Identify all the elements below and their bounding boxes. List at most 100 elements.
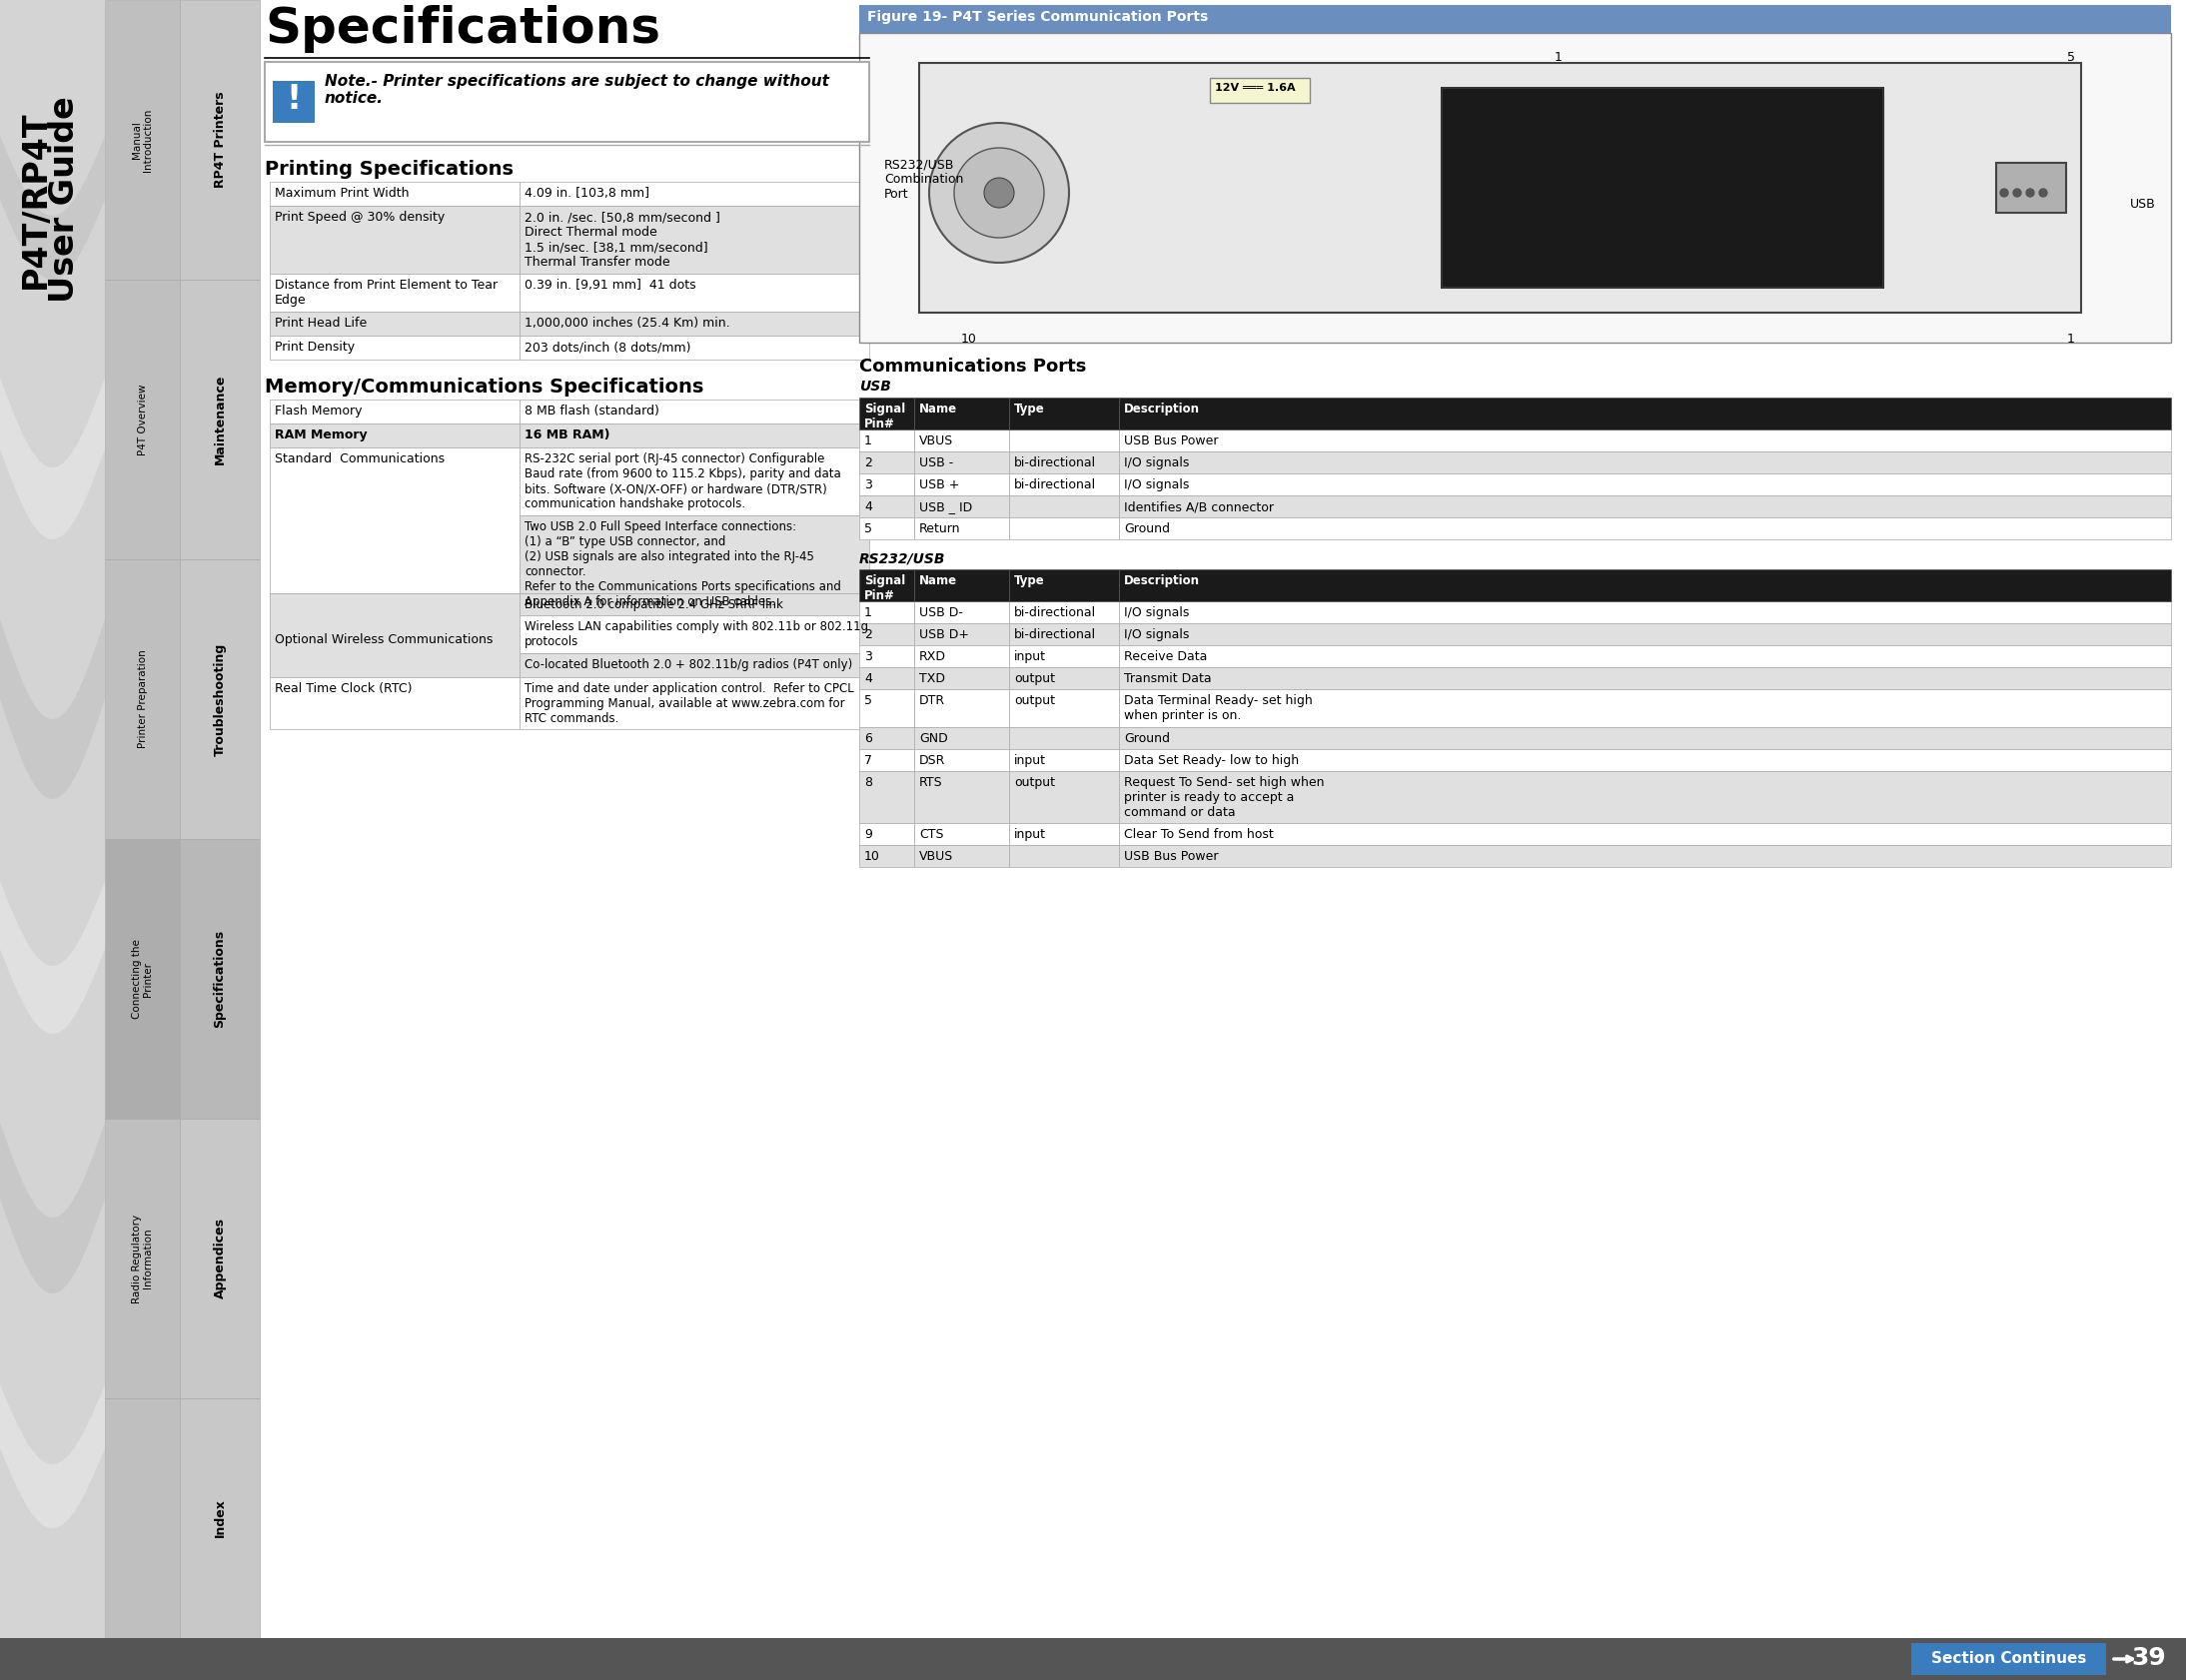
Bar bbox=[914, 601, 1010, 623]
Text: 16 MB RAM): 16 MB RAM) bbox=[525, 428, 610, 442]
Bar bbox=[1119, 496, 2171, 517]
Text: USB _ ID: USB _ ID bbox=[918, 501, 973, 514]
Text: User Guide: User Guide bbox=[48, 96, 81, 302]
Bar bbox=[859, 645, 914, 667]
Text: Communications Ports: Communications Ports bbox=[859, 358, 1086, 376]
Text: RTS: RTS bbox=[918, 776, 942, 790]
Text: Print Speed @ 30% density: Print Speed @ 30% density bbox=[275, 210, 444, 223]
Text: Specifications: Specifications bbox=[265, 5, 660, 54]
Bar bbox=[914, 496, 1010, 517]
Bar bbox=[914, 845, 1010, 867]
Bar bbox=[914, 667, 1010, 689]
Text: USB Bus Power: USB Bus Power bbox=[1124, 435, 1218, 447]
Text: RS-232C serial port (RJ-45 connector) Configurable
Baud rate (from 9600 to 115.2: RS-232C serial port (RJ-45 connector) Co… bbox=[525, 452, 842, 511]
Bar bbox=[1119, 623, 2171, 645]
Bar bbox=[1119, 727, 2171, 749]
Bar bbox=[859, 398, 914, 430]
Bar bbox=[918, 62, 2081, 312]
Text: input: input bbox=[1014, 650, 1047, 664]
Bar bbox=[1010, 601, 1119, 623]
Bar bbox=[859, 667, 914, 689]
Text: 10: 10 bbox=[962, 333, 977, 346]
Text: output: output bbox=[1014, 776, 1056, 790]
Text: Maintenance: Maintenance bbox=[214, 375, 227, 465]
Bar bbox=[1443, 87, 1884, 287]
Bar bbox=[859, 727, 914, 749]
Bar bbox=[520, 677, 870, 729]
Text: Print Head Life: Print Head Life bbox=[275, 316, 367, 329]
Text: Real Time Clock (RTC): Real Time Clock (RTC) bbox=[275, 682, 413, 696]
Bar bbox=[269, 311, 520, 336]
Text: 8 MB flash (standard): 8 MB flash (standard) bbox=[525, 405, 660, 418]
Bar bbox=[520, 274, 870, 311]
Text: RAM Memory: RAM Memory bbox=[275, 428, 367, 442]
Text: USB Bus Power: USB Bus Power bbox=[1124, 850, 1218, 864]
Circle shape bbox=[2000, 188, 2009, 197]
Text: I/O signals: I/O signals bbox=[1124, 457, 1189, 469]
Bar bbox=[859, 496, 914, 517]
PathPatch shape bbox=[0, 1384, 105, 1529]
Text: 5: 5 bbox=[2068, 50, 2075, 64]
Text: Clear To Send from host: Clear To Send from host bbox=[1124, 828, 1274, 842]
Bar bbox=[1010, 749, 1119, 771]
Bar bbox=[520, 181, 870, 205]
PathPatch shape bbox=[0, 620, 105, 800]
Text: 3: 3 bbox=[863, 479, 872, 492]
Text: Connecting the
Printer: Connecting the Printer bbox=[131, 939, 153, 1018]
Bar bbox=[914, 474, 1010, 496]
Bar bbox=[269, 423, 520, 447]
Bar bbox=[859, 845, 914, 867]
Bar bbox=[520, 447, 870, 516]
Text: Identifies A/B connector: Identifies A/B connector bbox=[1124, 501, 1274, 514]
Bar bbox=[269, 274, 520, 311]
Bar bbox=[859, 5, 2171, 34]
Text: 3: 3 bbox=[863, 650, 872, 664]
Bar bbox=[1010, 496, 1119, 517]
Bar bbox=[914, 398, 1010, 430]
Text: Transmit Data: Transmit Data bbox=[1124, 672, 1211, 685]
Bar bbox=[859, 430, 914, 452]
Bar bbox=[1119, 689, 2171, 727]
Text: bi-directional: bi-directional bbox=[1014, 457, 1095, 469]
Bar bbox=[520, 205, 870, 274]
Bar bbox=[1010, 823, 1119, 845]
Bar bbox=[179, 1398, 260, 1638]
Text: 1,000,000 inches (25.4 Km) min.: 1,000,000 inches (25.4 Km) min. bbox=[525, 316, 730, 329]
Bar bbox=[859, 474, 914, 496]
Bar bbox=[179, 279, 260, 559]
Bar bbox=[1010, 570, 1119, 601]
Text: I/O signals: I/O signals bbox=[1124, 628, 1189, 642]
Text: Co-located Bluetooth 2.0 + 802.11b/g radios (P4T only): Co-located Bluetooth 2.0 + 802.11b/g rad… bbox=[525, 659, 853, 672]
Circle shape bbox=[2026, 188, 2035, 197]
Bar bbox=[1119, 645, 2171, 667]
Text: 7: 7 bbox=[863, 754, 872, 768]
Text: Optional Wireless Communications: Optional Wireless Communications bbox=[275, 633, 492, 647]
Bar bbox=[1119, 570, 2171, 601]
Bar bbox=[1911, 1643, 2105, 1675]
Text: RS232/USB: RS232/USB bbox=[859, 551, 947, 566]
Text: Description: Description bbox=[1124, 575, 1200, 588]
Bar bbox=[0, 1638, 2186, 1680]
Text: 6: 6 bbox=[863, 732, 872, 746]
Text: Data Set Ready- low to high: Data Set Ready- low to high bbox=[1124, 754, 1298, 768]
Text: I/O signals: I/O signals bbox=[1124, 479, 1189, 492]
Bar bbox=[265, 62, 870, 141]
Text: 12V ═══ 1.6A: 12V ═══ 1.6A bbox=[1215, 82, 1294, 92]
Text: 8: 8 bbox=[863, 776, 872, 790]
Bar bbox=[105, 1398, 179, 1638]
Bar bbox=[914, 823, 1010, 845]
Text: Type: Type bbox=[1014, 575, 1045, 588]
Bar bbox=[1996, 163, 2066, 213]
Text: USB D+: USB D+ bbox=[918, 628, 968, 642]
PathPatch shape bbox=[0, 1122, 105, 1294]
Bar bbox=[1010, 689, 1119, 727]
Bar bbox=[859, 689, 914, 727]
Bar bbox=[1010, 845, 1119, 867]
Bar bbox=[914, 623, 1010, 645]
Bar bbox=[520, 311, 870, 336]
Text: 4: 4 bbox=[863, 501, 872, 514]
Text: 2: 2 bbox=[863, 628, 872, 642]
Bar bbox=[1209, 77, 1309, 102]
Text: TXD: TXD bbox=[918, 672, 944, 685]
Text: Standard  Communications: Standard Communications bbox=[275, 452, 444, 465]
